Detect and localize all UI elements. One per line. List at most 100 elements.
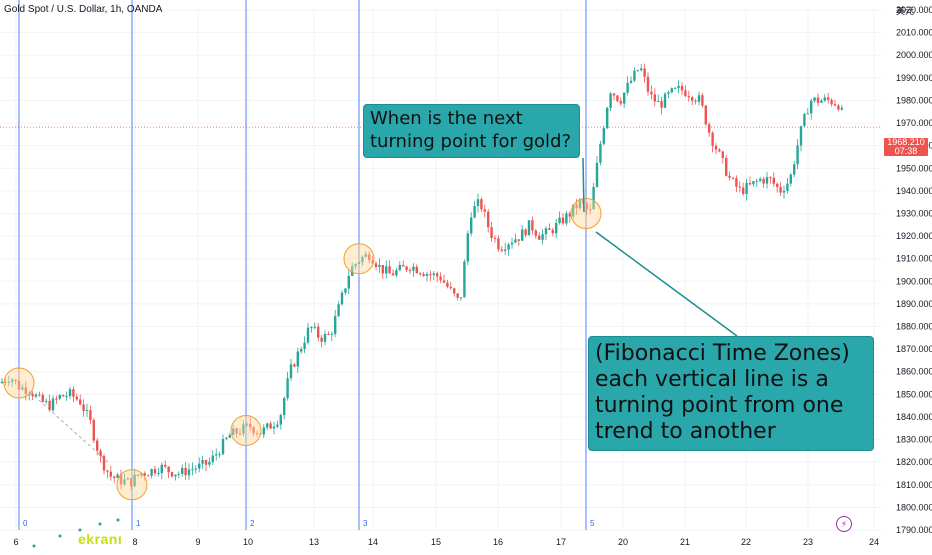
candle-body xyxy=(320,337,323,342)
candle-body xyxy=(643,68,646,77)
candle-body xyxy=(235,428,238,434)
candle-body xyxy=(626,82,629,93)
symbol-title: Gold Spot / U.S. Dollar, 1h, OANDA xyxy=(4,4,163,15)
candles-series xyxy=(0,63,843,490)
candle-body xyxy=(680,85,684,91)
candle-body xyxy=(507,244,510,250)
candle-body xyxy=(313,326,316,328)
annotation-line: each vertical line is a xyxy=(595,367,829,392)
x-tick-label: 8 xyxy=(132,537,137,547)
y-tick-label: 1860.000 xyxy=(896,367,932,377)
turning-point-circle xyxy=(230,415,262,447)
y-tick-label: 1880.000 xyxy=(896,322,932,332)
candle-body xyxy=(735,178,738,187)
currency-label: 美元 xyxy=(895,6,914,16)
candle-body xyxy=(623,92,626,104)
candle-body xyxy=(606,107,609,129)
candle-body xyxy=(385,266,388,274)
callout-pointer-top xyxy=(582,157,585,213)
y-tick-label: 1810.000 xyxy=(896,480,932,490)
lightning-icon[interactable]: ⚡ xyxy=(836,516,852,532)
y-tick-label: 1800.000 xyxy=(896,502,932,512)
trend-dashed-line xyxy=(29,391,109,463)
annotation-line: turning point from one xyxy=(595,393,844,418)
candle-body xyxy=(473,206,476,218)
annotation-explanation[interactable]: (Fibonacci Time Zones) each vertical lin… xyxy=(588,336,874,451)
x-tick-label: 10 xyxy=(243,537,253,547)
candle-body xyxy=(272,426,276,429)
candle-body xyxy=(677,85,680,88)
x-tick-label: 16 xyxy=(493,537,503,547)
candle-body xyxy=(510,242,514,245)
candle-body xyxy=(398,265,401,271)
candle-body xyxy=(24,387,27,394)
candle-body xyxy=(565,213,568,224)
candle-body xyxy=(109,471,112,477)
candle-body xyxy=(493,237,497,239)
candle-body xyxy=(806,113,809,115)
y-tick-label: 1980.000 xyxy=(896,95,932,105)
candle-body xyxy=(487,211,490,228)
candle-body xyxy=(521,229,524,241)
candle-body xyxy=(92,420,95,441)
callout-pointer-bottom xyxy=(595,231,738,337)
candle-body xyxy=(544,228,548,235)
candle-body xyxy=(592,186,595,210)
candle-body xyxy=(0,381,4,384)
candle-body xyxy=(646,76,650,92)
candle-body xyxy=(262,427,265,435)
candle-body xyxy=(334,316,337,334)
candle-body xyxy=(538,235,541,240)
y-tick-label: 1870.000 xyxy=(896,344,932,354)
candle-body xyxy=(701,95,704,106)
time-axis: 6 8 9 10 13 14 15 16 17 20 21 22 23 24 xyxy=(13,537,879,547)
candle-body xyxy=(174,474,177,477)
candle-body xyxy=(497,238,500,250)
candle-body xyxy=(551,229,554,234)
candle-body xyxy=(667,92,670,94)
candle-body xyxy=(116,474,119,478)
candle-body xyxy=(711,132,714,146)
candle-body xyxy=(99,450,102,457)
candle-body xyxy=(21,387,24,390)
candle-body xyxy=(102,456,106,471)
x-tick-label: 23 xyxy=(803,537,813,547)
candle-body xyxy=(160,464,163,473)
candle-body xyxy=(167,466,170,473)
annotation-question[interactable]: When is the next turning point for gold? xyxy=(363,104,580,158)
candle-body xyxy=(429,274,432,276)
y-tick-label: 1910.000 xyxy=(896,254,932,264)
candle-body xyxy=(660,101,663,108)
candle-body xyxy=(106,470,109,472)
candle-body xyxy=(721,151,724,158)
candle-body xyxy=(541,234,544,240)
candle-body xyxy=(306,327,310,343)
candle-body xyxy=(459,297,463,299)
candle-body xyxy=(436,273,439,277)
candle-body xyxy=(381,264,384,274)
candle-body xyxy=(201,459,204,464)
candle-body xyxy=(823,97,826,101)
candle-body xyxy=(803,114,806,127)
logo-dot xyxy=(98,522,102,526)
candle-body xyxy=(762,178,765,184)
bar-countdown: 07:38 xyxy=(894,146,918,156)
y-tick-label: 1920.000 xyxy=(896,231,932,241)
x-tick-label: 21 xyxy=(680,537,690,547)
candle-body xyxy=(456,293,459,298)
logo-dot xyxy=(32,544,36,548)
x-tick-label: 17 xyxy=(556,537,566,547)
candle-body xyxy=(725,157,728,176)
candle-body xyxy=(728,175,731,178)
candle-body xyxy=(255,433,259,435)
candle-body xyxy=(238,433,242,435)
candle-body xyxy=(555,223,558,234)
x-tick-label: 9 xyxy=(195,537,200,547)
fibonacci-time-zones: 0 1 2 3 5 xyxy=(18,0,595,530)
candle-body xyxy=(633,70,636,81)
candle-body xyxy=(58,395,61,399)
candle-body xyxy=(72,389,75,397)
candle-body xyxy=(232,428,235,436)
